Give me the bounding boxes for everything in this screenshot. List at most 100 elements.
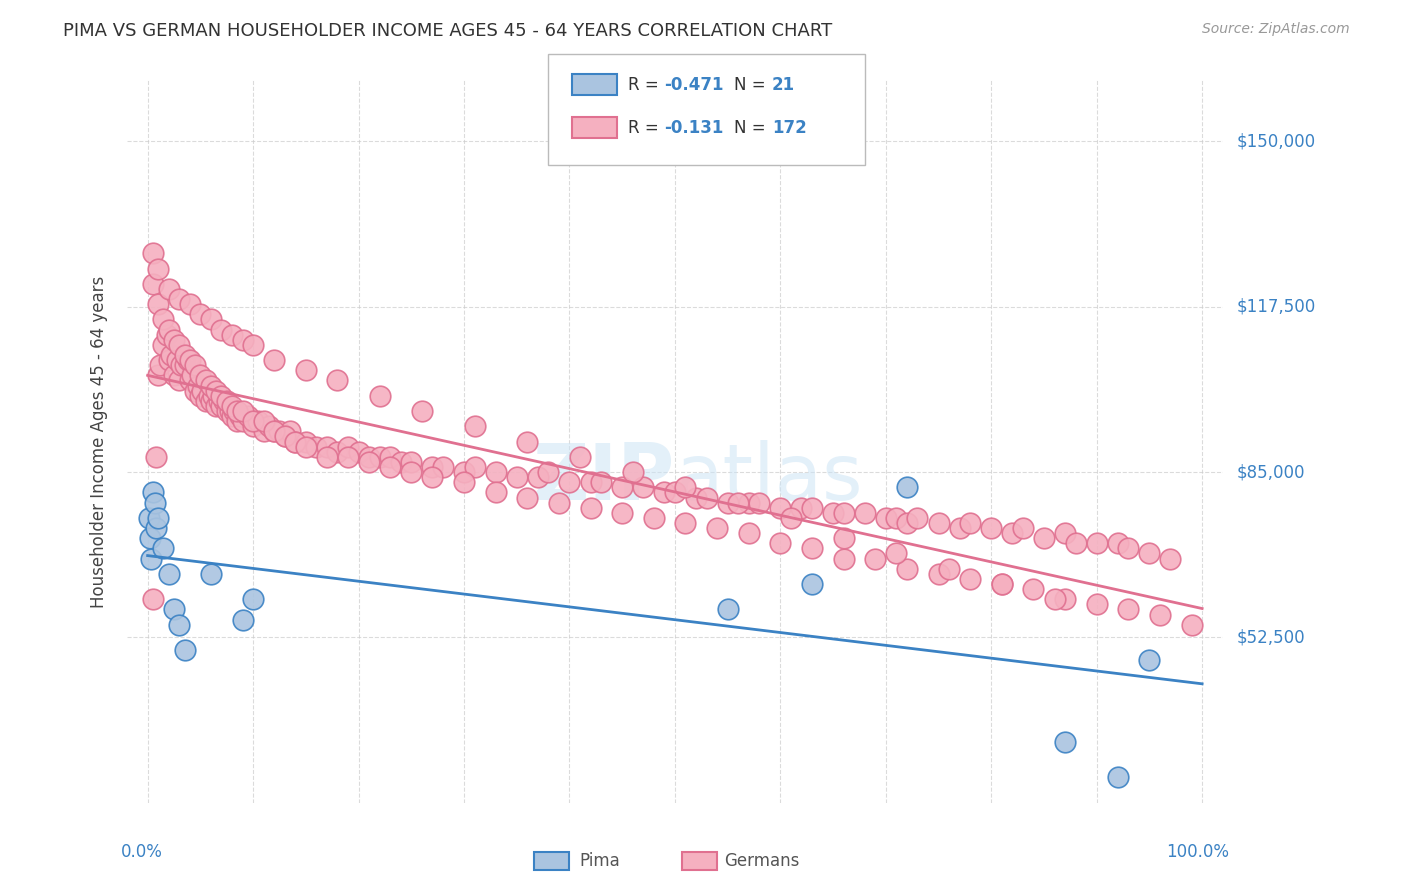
Point — [801, 500, 824, 515]
Point — [368, 389, 391, 403]
Point — [142, 485, 165, 500]
Point — [215, 404, 238, 418]
Point — [886, 511, 908, 525]
Point — [231, 333, 254, 347]
Point — [221, 327, 243, 342]
Point — [675, 516, 697, 530]
Point — [1139, 653, 1161, 667]
Point — [401, 455, 423, 469]
Point — [527, 470, 550, 484]
Point — [200, 378, 222, 392]
Point — [411, 404, 433, 418]
Point — [163, 602, 186, 616]
Point — [832, 531, 855, 545]
Point — [146, 297, 169, 311]
Point — [389, 455, 412, 469]
Point — [247, 414, 270, 428]
Point — [832, 506, 855, 520]
Point — [169, 338, 191, 352]
Point — [242, 592, 264, 607]
Point — [748, 495, 770, 509]
Point — [1001, 526, 1024, 541]
Point — [1085, 598, 1108, 612]
Point — [357, 450, 380, 464]
Point — [664, 485, 686, 500]
Point — [1159, 551, 1181, 566]
Point — [211, 389, 233, 403]
Point — [152, 338, 174, 352]
Text: Source: ZipAtlas.com: Source: ZipAtlas.com — [1202, 22, 1350, 37]
Point — [187, 378, 209, 392]
Point — [832, 551, 855, 566]
Point — [155, 327, 177, 342]
Point — [142, 592, 165, 607]
Point — [242, 419, 264, 434]
Point — [242, 338, 264, 352]
Point — [938, 562, 960, 576]
Text: 0.0%: 0.0% — [121, 843, 163, 861]
Point — [184, 358, 207, 372]
Point — [896, 516, 918, 530]
Point — [579, 500, 602, 515]
Text: -0.471: -0.471 — [664, 76, 723, 94]
Point — [506, 470, 529, 484]
Point — [422, 460, 444, 475]
Point — [779, 511, 801, 525]
Point — [1149, 607, 1171, 622]
Point — [166, 353, 188, 368]
Point — [146, 511, 169, 525]
Point — [821, 506, 844, 520]
Point — [139, 551, 162, 566]
Point — [231, 404, 254, 418]
Point — [219, 404, 242, 418]
Point — [631, 480, 654, 494]
Text: N =: N = — [734, 76, 770, 94]
Point — [453, 475, 475, 490]
Point — [163, 333, 186, 347]
Point — [179, 297, 201, 311]
Point — [194, 393, 217, 408]
Point — [146, 261, 169, 276]
Point — [229, 409, 252, 423]
Point — [928, 516, 950, 530]
Point — [357, 455, 380, 469]
Point — [253, 425, 276, 439]
Point — [896, 480, 918, 494]
Point — [1139, 546, 1161, 560]
Point — [202, 389, 225, 403]
Point — [163, 368, 186, 383]
Point — [959, 572, 981, 586]
Point — [378, 450, 402, 464]
Point — [205, 384, 228, 398]
Point — [717, 495, 740, 509]
Point — [170, 358, 193, 372]
Text: Germans: Germans — [724, 852, 800, 870]
Point — [432, 460, 454, 475]
Point — [205, 399, 228, 413]
Point — [1118, 541, 1140, 556]
Point — [568, 450, 591, 464]
Point — [169, 292, 191, 306]
Point — [484, 465, 508, 479]
Point — [337, 450, 360, 464]
Text: 100.0%: 100.0% — [1166, 843, 1229, 861]
Point — [1181, 617, 1204, 632]
Point — [138, 531, 162, 545]
Point — [1022, 582, 1045, 596]
Point — [675, 480, 697, 494]
Point — [537, 465, 560, 479]
Point — [221, 409, 243, 423]
Text: 172: 172 — [772, 119, 807, 136]
Point — [138, 511, 160, 525]
Point — [145, 450, 167, 464]
Point — [928, 566, 950, 581]
Point — [294, 363, 316, 377]
Point — [231, 414, 254, 428]
Point — [257, 419, 280, 434]
Point — [231, 613, 254, 627]
Text: 21: 21 — [772, 76, 794, 94]
Point — [188, 368, 211, 383]
Text: atlas: atlas — [675, 440, 862, 516]
Point — [169, 617, 191, 632]
Point — [886, 546, 908, 560]
